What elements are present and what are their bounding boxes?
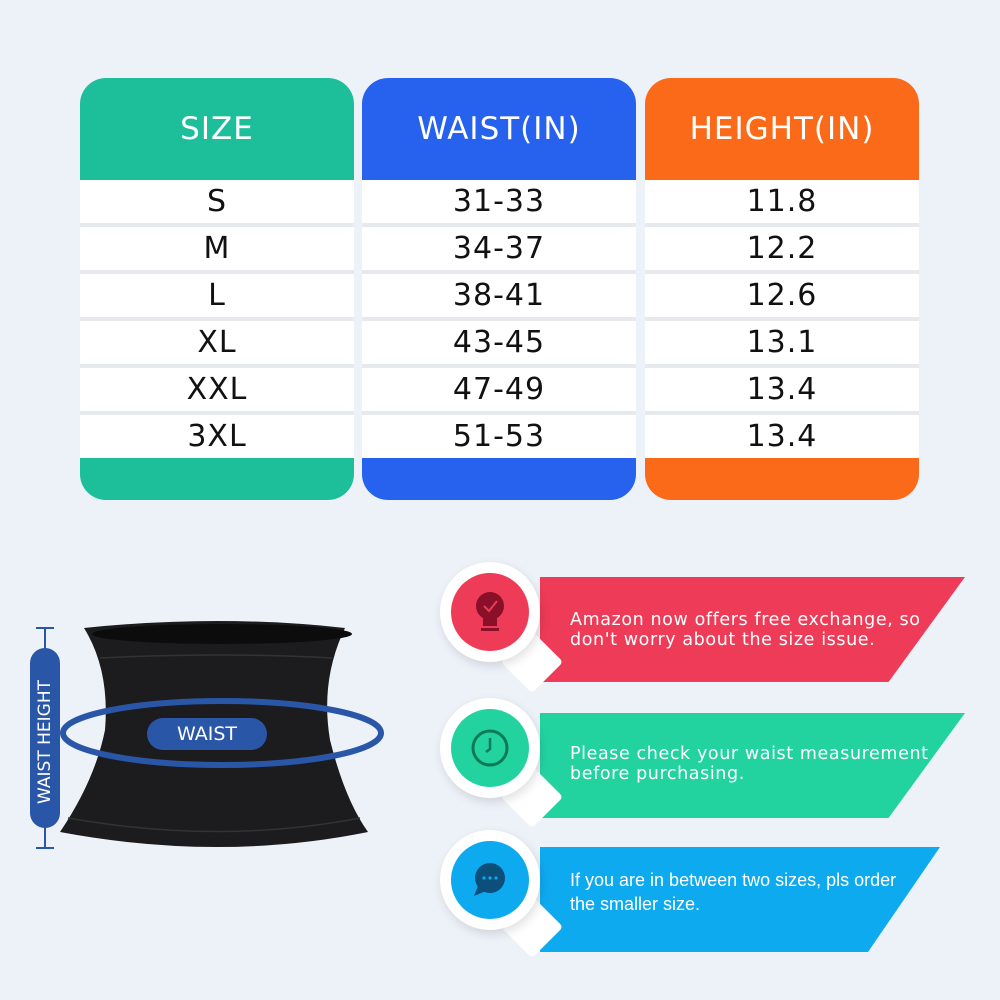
height-cell: 13.4	[645, 368, 919, 411]
lightbulb-check-icon	[476, 592, 504, 631]
waist-cell: 38-41	[362, 274, 636, 317]
height-column: HEIGHT(IN) 11.8 12.2 12.6 13.1 13.4 13.4	[645, 78, 919, 500]
waist-cell: 34-37	[362, 227, 636, 270]
height-cell: 13.4	[645, 415, 919, 458]
tip-text-line: Please check your waist measurement	[570, 744, 929, 764]
waist-column: WAIST(IN) 31-33 34-37 38-41 43-45 47-49 …	[362, 78, 636, 500]
tip-text-line: don't worry about the size issue.	[570, 630, 876, 650]
height-cell: 12.6	[645, 274, 919, 317]
size-cell: 3XL	[80, 415, 354, 458]
chat-bubble-icon	[474, 863, 505, 896]
size-header: SIZE	[180, 111, 254, 147]
tip-text-line: If you are in between two sizes, pls ord…	[570, 870, 897, 890]
waist-cell: 47-49	[362, 368, 636, 411]
size-column: SIZE S M L XL XXL 3XL	[80, 78, 354, 500]
height-cell: 11.8	[645, 180, 919, 223]
size-cell: S	[80, 180, 354, 223]
height-cell: 13.1	[645, 321, 919, 364]
height-header: HEIGHT(IN)	[689, 111, 875, 147]
waist-height-label: WAIST HEIGHT	[35, 680, 55, 804]
clock-icon	[471, 729, 509, 767]
height-cell: 12.2	[645, 227, 919, 270]
waist-cell: 43-45	[362, 321, 636, 364]
tip-text-line: before purchasing.	[570, 764, 745, 784]
size-cell: XXL	[80, 368, 354, 411]
size-cell: XL	[80, 321, 354, 364]
tip-text-line: Amazon now offers free exchange, so	[570, 610, 921, 630]
waist-header: WAIST(IN)	[417, 111, 581, 147]
waist-cell: 31-33	[362, 180, 636, 223]
waist-belt-diagram	[30, 621, 384, 849]
size-cell: L	[80, 274, 354, 317]
tip-text-line: the smaller size.	[570, 894, 701, 914]
waist-cell: 51-53	[362, 415, 636, 458]
waist-ring	[60, 698, 384, 768]
waist-label: WAIST	[176, 723, 237, 745]
size-cell: M	[80, 227, 354, 270]
